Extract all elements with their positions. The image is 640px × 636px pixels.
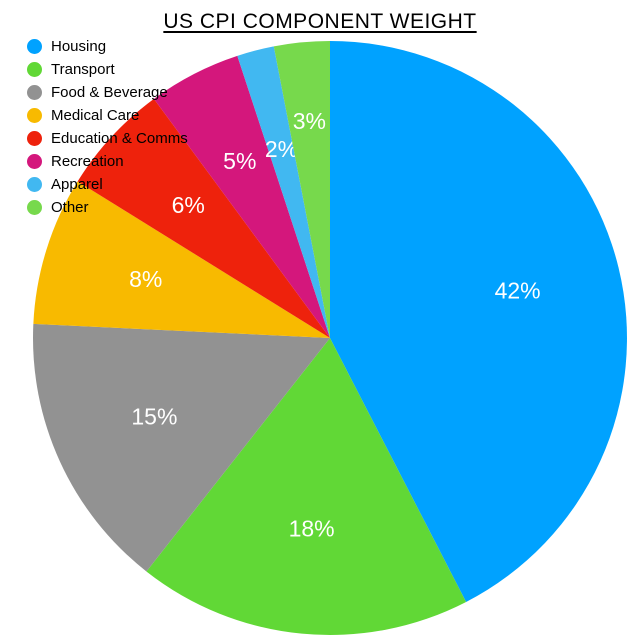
legend: Housing Transport Food & Beverage Medical C… (27, 37, 188, 216)
pie-slice-housing (330, 41, 627, 602)
slice-value-label: 8% (129, 266, 162, 292)
legend-label: Recreation (51, 152, 124, 170)
legend-label: Apparel (51, 175, 103, 193)
pie-slice-food-beverage (33, 323, 330, 572)
slice-value-label: 42% (495, 278, 541, 304)
legend-item: Education & Comms (27, 129, 188, 147)
pie-slice-education-comms (77, 98, 330, 338)
legend-swatch-icon (27, 84, 42, 100)
slice-value-label: 5% (223, 148, 256, 174)
legend-label: Food & Beverage (51, 83, 168, 101)
legend-label: Transport (51, 60, 115, 78)
pie-slice-medical-care (33, 181, 331, 338)
legend-swatch-icon (27, 107, 42, 123)
legend-item: Recreation (27, 152, 188, 170)
legend-label: Other (51, 198, 89, 216)
legend-item: Apparel (27, 175, 188, 193)
legend-label: Education & Comms (51, 129, 188, 147)
legend-item: Medical Care (27, 106, 188, 124)
slice-value-label: 3% (293, 108, 326, 134)
legend-item: Other (27, 198, 188, 216)
pie-slice-recreation (153, 55, 330, 338)
chart-title: US CPI COMPONENT WEIGHT (163, 10, 477, 33)
legend-swatch-icon (27, 153, 42, 169)
legend-swatch-icon (27, 176, 42, 192)
slice-value-label: 15% (131, 403, 177, 429)
pie-slice-apparel (237, 46, 330, 339)
legend-swatch-icon (27, 61, 42, 77)
pie-slice-other (273, 41, 330, 338)
legend-swatch-icon (27, 38, 42, 54)
legend-item: Housing (27, 37, 188, 55)
legend-label: Medical Care (51, 106, 140, 124)
legend-item: Transport (27, 60, 188, 78)
legend-swatch-icon (27, 199, 42, 215)
slice-value-label: 6% (172, 192, 205, 218)
legend-swatch-icon (27, 130, 42, 146)
legend-label: Housing (51, 37, 107, 55)
slice-value-label: 18% (289, 515, 335, 541)
pie-slice-transport (146, 338, 467, 635)
legend-item: Food & Beverage (27, 83, 188, 101)
